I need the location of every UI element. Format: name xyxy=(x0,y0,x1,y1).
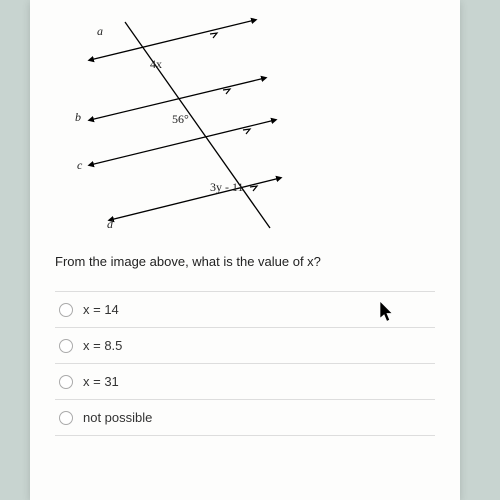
option-label: x = 14 xyxy=(83,302,119,317)
option-label: not possible xyxy=(83,410,152,425)
angle-56: 56° xyxy=(172,112,189,127)
option-3[interactable]: x = 31 xyxy=(55,363,435,399)
option-label: x = 8.5 xyxy=(83,338,122,353)
diagram-svg xyxy=(55,10,335,240)
radio-icon xyxy=(59,303,73,317)
option-1[interactable]: x = 14 xyxy=(55,291,435,327)
option-4[interactable]: not possible xyxy=(55,399,435,436)
angle-4x: 4x xyxy=(150,57,162,72)
cursor-icon xyxy=(380,302,394,322)
page-container: a b c d 4x 56° 3y - 11 From the image ab… xyxy=(30,0,460,500)
radio-icon xyxy=(59,339,73,353)
radio-icon xyxy=(59,375,73,389)
option-label: x = 31 xyxy=(83,374,119,389)
radio-icon xyxy=(59,411,73,425)
angle-3y: 3y - 11 xyxy=(210,180,244,195)
label-c: c xyxy=(77,158,82,173)
question-text: From the image above, what is the value … xyxy=(55,254,435,269)
label-b: b xyxy=(75,110,81,125)
label-d: d xyxy=(107,217,113,232)
label-a: a xyxy=(97,24,103,39)
parallel-ticks xyxy=(210,33,257,191)
answer-options: x = 14 x = 8.5 x = 31 not possible xyxy=(55,291,435,436)
geometry-diagram: a b c d 4x 56° 3y - 11 xyxy=(55,10,335,240)
option-2[interactable]: x = 8.5 xyxy=(55,327,435,363)
